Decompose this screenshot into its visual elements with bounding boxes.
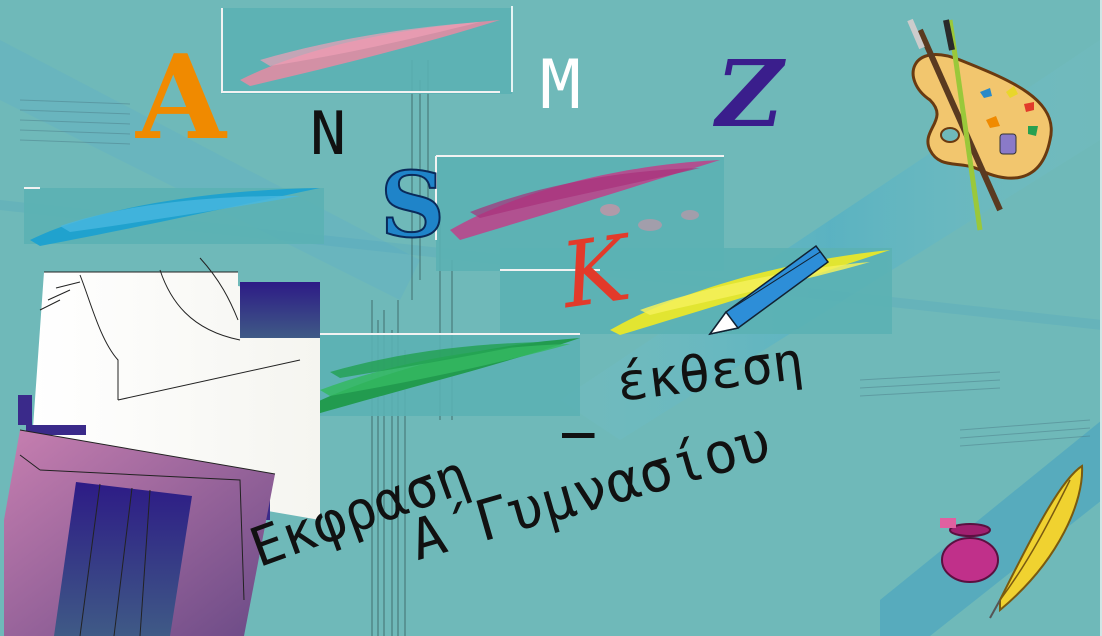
letter-k: K — [554, 215, 637, 330]
green-brush-stroke — [300, 338, 580, 416]
letter-s: S — [379, 152, 446, 258]
pink-brush-stroke — [240, 20, 500, 86]
closed-book-icon — [4, 429, 276, 636]
yellow-brush-stroke — [610, 250, 890, 335]
magenta-brush-stroke — [450, 160, 720, 240]
letter-z: Z — [716, 40, 784, 148]
title-dash: _ — [562, 375, 595, 438]
cyan-brush-stroke — [30, 188, 320, 246]
palette-icon — [907, 18, 1053, 231]
pencil-icon — [708, 244, 830, 336]
letter-n: N — [310, 99, 347, 169]
letter-a-orange: A — [136, 30, 227, 166]
letter-m: M — [540, 46, 581, 125]
inkwell-quill-icon — [940, 464, 1084, 619]
hatch-lines — [19, 99, 1091, 447]
